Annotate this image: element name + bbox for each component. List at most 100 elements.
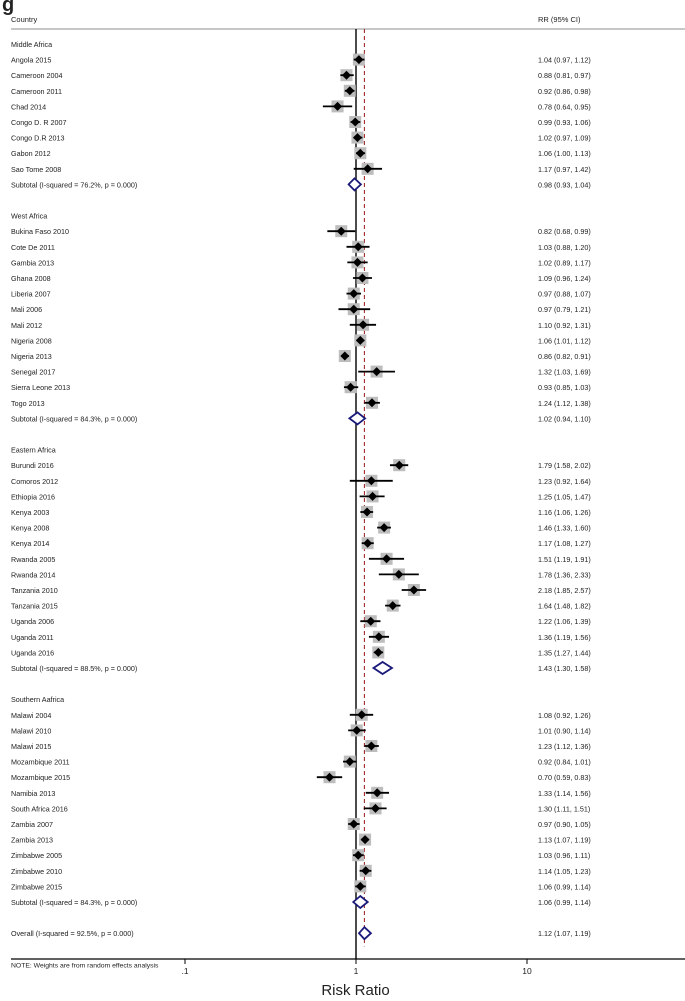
study-point: [354, 55, 364, 65]
study-label: Mozambique 2011: [11, 758, 70, 767]
study-point: [353, 850, 363, 860]
study-ci-value: 1.17 (1.08, 1.27): [538, 539, 591, 548]
x-axis-label-text: Risk Ratio: [321, 982, 390, 999]
study-label: Bukina Faso 2010: [11, 227, 69, 236]
study-ci-value: 1.24 (1.12, 1.38): [538, 399, 591, 408]
study-point: [360, 835, 370, 845]
study-ci-value: 1.10 (0.92, 1.31): [538, 321, 591, 330]
study-label: Liberia 2007: [11, 290, 51, 299]
study-point: [366, 476, 376, 486]
study-point: [346, 382, 356, 392]
study-ci-value: 1.51 (1.19, 1.91): [538, 555, 591, 564]
study-ci-value: 1.02 (0.89, 1.17): [538, 258, 591, 267]
country-column-header: Country: [11, 15, 38, 24]
study-label: Tanzania 2015: [11, 602, 58, 611]
study-point: [355, 148, 365, 158]
study-ci-value: 1.30 (1.11, 1.51): [538, 804, 590, 813]
study-label: Zimbabwe 2005: [11, 851, 62, 860]
subtotal-ci-value: 1.06 (0.99, 1.14): [538, 898, 591, 907]
study-ci-value: 1.46 (1.33, 1.60): [538, 524, 591, 533]
study-label: Mozambique 2015: [11, 773, 70, 782]
study-label: Ghana 2008: [11, 274, 51, 283]
study-ci-value: 2.18 (1.85, 2.57): [538, 586, 591, 595]
study-point: [362, 507, 372, 517]
study-ci-value: 1.23 (1.12, 1.36): [538, 742, 591, 751]
study-point: [374, 632, 384, 642]
study-ci-value: 0.70 (0.59, 0.83): [538, 773, 591, 782]
study-point: [363, 538, 373, 548]
study-point: [358, 320, 368, 330]
study-label: Rwanda 2014: [11, 570, 55, 579]
group-header-label: Eastern Africa: [11, 446, 56, 455]
study-ci-value: 0.99 (0.93, 1.06): [538, 118, 591, 127]
study-label: Malawi 2004: [11, 711, 51, 720]
study-point: [349, 304, 359, 314]
study-point: [345, 86, 355, 96]
study-ci-value: 1.03 (0.96, 1.11): [538, 851, 590, 860]
study-label: Angola 2015: [11, 56, 51, 65]
study-label: Togo 2013: [11, 399, 45, 408]
rr-column-header: RR (95% CI): [538, 15, 581, 24]
x-tick-label: 1: [354, 966, 359, 976]
study-point: [355, 335, 365, 345]
study-label: Mali 2012: [11, 321, 42, 330]
study-point: [350, 117, 360, 127]
subtotal-label: Subtotal (I-squared = 88.5%, p = 0.000): [11, 664, 137, 673]
study-label: Sao Tome 2008: [11, 165, 61, 174]
study-ci-value: 0.92 (0.86, 0.98): [538, 87, 591, 96]
study-point: [352, 133, 362, 143]
study-label: Mali 2006: [11, 305, 42, 314]
study-point: [372, 788, 382, 798]
study-label: Gambia 2013: [11, 258, 54, 267]
study-ci-value: 0.82 (0.68, 0.99): [538, 227, 591, 236]
study-ci-value: 1.64 (1.48, 1.82): [538, 602, 591, 611]
study-ci-value: 1.17 (0.97, 1.42): [538, 165, 591, 174]
panel-label: g: [2, 0, 15, 16]
subtotal-ci-value: 0.98 (0.93, 1.04): [538, 180, 591, 189]
study-point: [366, 741, 376, 751]
study-label: Cameroon 2004: [11, 71, 63, 80]
subtotal-label: Subtotal (I-squared = 76.2%, p = 0.000): [11, 180, 137, 189]
subtotal-label: Subtotal (I-squared = 84.3%, p = 0.000): [11, 898, 137, 907]
study-point: [372, 367, 382, 377]
study-ci-value: 1.01 (0.90, 1.14): [538, 726, 591, 735]
study-ci-value: 0.93 (0.85, 1.03): [538, 383, 591, 392]
study-ci-value: 0.78 (0.64, 0.95): [538, 102, 591, 111]
study-point: [349, 819, 359, 829]
study-ci-value: 1.09 (0.96, 1.24): [538, 274, 591, 283]
study-label: Nigeria 2013: [11, 352, 52, 361]
study-ci-value: 1.25 (1.05, 1.47): [538, 492, 591, 501]
study-ci-value: 0.92 (0.84, 1.01): [538, 758, 591, 767]
study-ci-value: 1.78 (1.36, 2.33): [538, 570, 591, 579]
study-ci-value: 1.22 (1.06, 1.39): [538, 617, 591, 626]
x-axis-label: Risk Ratio: [0, 982, 685, 999]
study-ci-value: 1.02 (0.97, 1.09): [538, 134, 591, 143]
study-ci-value: 1.03 (0.88, 1.20): [538, 243, 591, 252]
study-point: [379, 523, 389, 533]
study-label: Ethiopia 2016: [11, 492, 55, 501]
study-label: Sierra Leone 2013: [11, 383, 70, 392]
study-label: Zambia 2007: [11, 820, 53, 829]
study-point: [342, 70, 352, 80]
study-ci-value: 1.13 (1.07, 1.19): [538, 836, 591, 845]
study-label: Tanzania 2010: [11, 586, 58, 595]
study-point: [366, 616, 376, 626]
overall-label: Overall (I-squared = 92.5%, p = 0.000): [11, 929, 134, 938]
study-label: Malawi 2015: [11, 742, 51, 751]
study-ci-value: 0.86 (0.82, 0.91): [538, 352, 591, 361]
study-label: Kenya 2003: [11, 508, 49, 517]
group-header-label: Middle Africa: [11, 40, 52, 49]
study-label: Cote De 2011: [11, 243, 55, 252]
study-label: Gabon 2012: [11, 149, 51, 158]
study-label: Burundi 2016: [11, 461, 54, 470]
study-point: [325, 772, 335, 782]
study-label: Cameroon 2011: [11, 87, 62, 96]
study-label: Malawi 2010: [11, 726, 51, 735]
study-ci-value: 0.97 (0.88, 1.07): [538, 290, 591, 299]
study-ci-value: 0.97 (0.90, 1.05): [538, 820, 591, 829]
subtotal-ci-value: 1.43 (1.30, 1.58): [538, 664, 591, 673]
study-point: [357, 273, 367, 283]
study-point: [367, 398, 377, 408]
x-tick-label: .1: [181, 966, 188, 976]
